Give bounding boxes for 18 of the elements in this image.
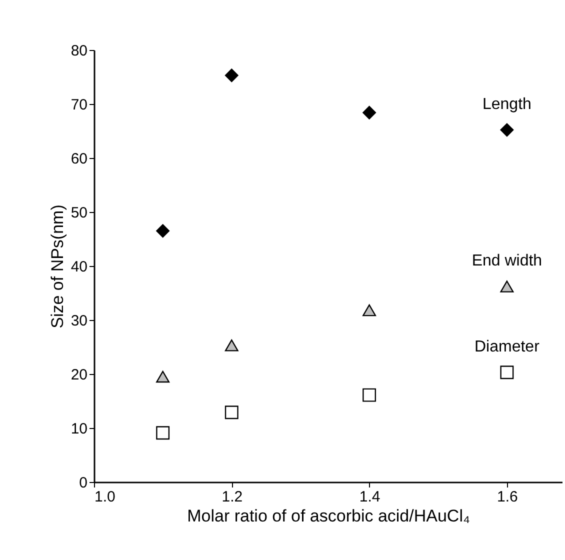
y-tick-label: 80 bbox=[70, 42, 88, 60]
series-label: Length bbox=[482, 96, 532, 113]
y-tick-label: 10 bbox=[70, 420, 88, 438]
y-tick-label: 0 bbox=[79, 474, 88, 492]
x-tick-label: 1.4 bbox=[359, 488, 380, 506]
y-tick-label: 60 bbox=[70, 150, 88, 168]
y-tick-label: 40 bbox=[70, 258, 88, 276]
series-label: Diameter bbox=[474, 338, 540, 356]
x-axis-title: Molar ratio of of ascorbic acid/HAuCl₄ bbox=[187, 506, 470, 526]
y-tick-label: 70 bbox=[70, 96, 88, 114]
y-axis-title: Size of NPs(nm) bbox=[48, 204, 67, 328]
y-tick-label: 20 bbox=[70, 366, 88, 384]
y-tick-label: 50 bbox=[70, 204, 88, 222]
y-tick-label: 30 bbox=[70, 312, 88, 330]
x-tick-label: 1.6 bbox=[497, 488, 518, 506]
x-tick-label: 1.0 bbox=[94, 488, 116, 506]
x-tick-label: 1.2 bbox=[222, 488, 243, 506]
series-label: End width bbox=[472, 252, 542, 270]
